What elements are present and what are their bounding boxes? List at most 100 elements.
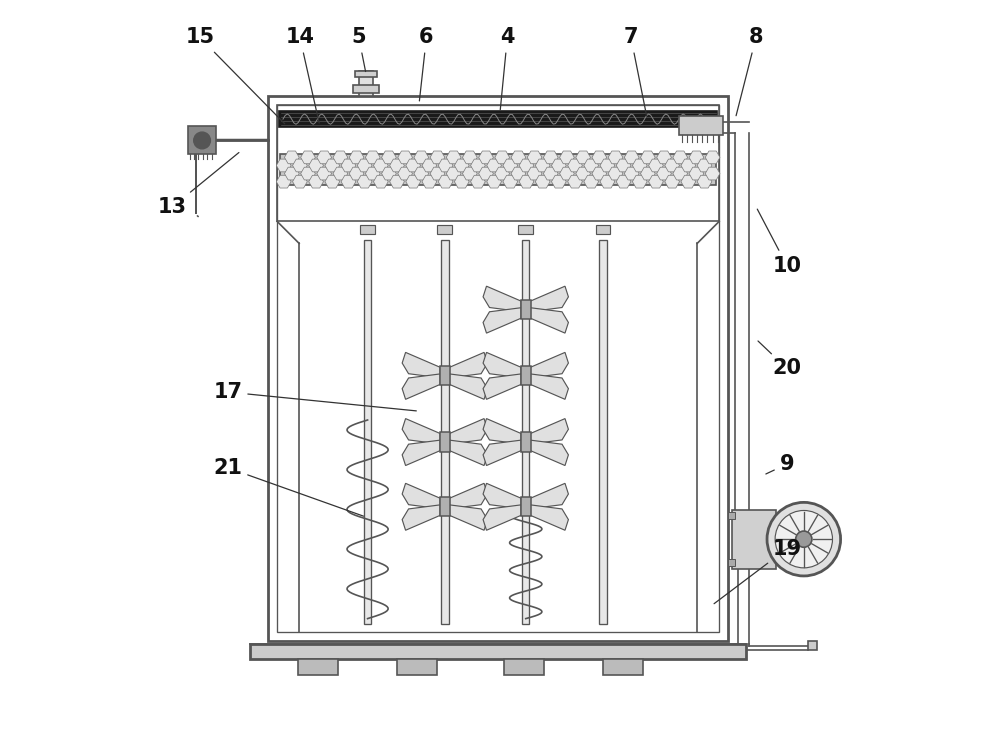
Polygon shape: [665, 175, 679, 188]
Polygon shape: [341, 175, 356, 188]
Polygon shape: [697, 159, 712, 172]
Polygon shape: [402, 374, 440, 399]
Polygon shape: [450, 505, 487, 530]
Polygon shape: [430, 151, 445, 164]
Polygon shape: [349, 151, 364, 164]
Polygon shape: [527, 151, 542, 164]
Polygon shape: [382, 167, 396, 180]
Polygon shape: [511, 151, 526, 164]
Polygon shape: [402, 419, 440, 444]
Polygon shape: [495, 151, 510, 164]
Polygon shape: [673, 151, 688, 164]
Bar: [521, 497, 531, 517]
Polygon shape: [483, 419, 521, 444]
Circle shape: [775, 511, 832, 567]
Bar: [679, 116, 723, 135]
Text: 7: 7: [624, 27, 647, 116]
Polygon shape: [600, 175, 615, 188]
Polygon shape: [309, 159, 323, 172]
Polygon shape: [584, 175, 599, 188]
Text: 4: 4: [500, 27, 515, 110]
Polygon shape: [665, 159, 679, 172]
Polygon shape: [483, 352, 521, 378]
Polygon shape: [487, 159, 501, 172]
Polygon shape: [446, 167, 461, 180]
Bar: [441, 240, 449, 624]
Polygon shape: [382, 151, 396, 164]
Polygon shape: [450, 440, 487, 466]
Bar: [188, 127, 216, 155]
Polygon shape: [568, 159, 582, 172]
Polygon shape: [462, 151, 477, 164]
Polygon shape: [284, 151, 299, 164]
Polygon shape: [454, 159, 469, 172]
Polygon shape: [414, 151, 429, 164]
Circle shape: [194, 132, 210, 149]
Bar: [521, 433, 531, 452]
Polygon shape: [511, 167, 526, 180]
Polygon shape: [446, 151, 461, 164]
Polygon shape: [632, 159, 647, 172]
Polygon shape: [454, 175, 469, 188]
Text: 21: 21: [213, 458, 363, 516]
Polygon shape: [406, 159, 421, 172]
Bar: [440, 497, 450, 517]
Polygon shape: [357, 159, 372, 172]
Polygon shape: [560, 151, 574, 164]
Polygon shape: [608, 167, 623, 180]
Text: 20: 20: [758, 341, 801, 379]
Polygon shape: [471, 159, 485, 172]
Polygon shape: [398, 151, 412, 164]
Polygon shape: [608, 151, 623, 164]
Polygon shape: [450, 374, 487, 399]
Polygon shape: [519, 159, 534, 172]
Polygon shape: [438, 175, 453, 188]
Bar: [440, 366, 450, 385]
Polygon shape: [483, 505, 521, 530]
Polygon shape: [519, 175, 534, 188]
Polygon shape: [503, 159, 518, 172]
Polygon shape: [616, 175, 631, 188]
Text: 17: 17: [213, 382, 416, 411]
Polygon shape: [333, 167, 348, 180]
Polygon shape: [641, 167, 655, 180]
Bar: [360, 225, 375, 234]
Circle shape: [796, 531, 812, 548]
Polygon shape: [503, 175, 518, 188]
Bar: [353, 85, 379, 93]
Polygon shape: [438, 159, 453, 172]
Polygon shape: [689, 151, 704, 164]
Polygon shape: [531, 505, 568, 530]
Polygon shape: [402, 352, 440, 378]
Polygon shape: [284, 167, 299, 180]
Polygon shape: [576, 151, 590, 164]
Polygon shape: [592, 151, 607, 164]
Polygon shape: [624, 151, 639, 164]
Polygon shape: [341, 159, 356, 172]
Polygon shape: [531, 440, 568, 466]
Polygon shape: [471, 175, 485, 188]
Polygon shape: [402, 440, 440, 466]
Polygon shape: [450, 352, 487, 378]
Polygon shape: [535, 175, 550, 188]
Bar: [364, 240, 371, 624]
Bar: [728, 512, 735, 520]
Polygon shape: [422, 175, 437, 188]
Text: 19: 19: [714, 539, 801, 604]
Text: 5: 5: [351, 27, 366, 71]
Bar: [521, 366, 531, 385]
Polygon shape: [398, 167, 412, 180]
Polygon shape: [390, 159, 404, 172]
Polygon shape: [276, 175, 291, 188]
Polygon shape: [301, 167, 315, 180]
Text: 15: 15: [185, 27, 285, 124]
Polygon shape: [365, 151, 380, 164]
Polygon shape: [535, 159, 550, 172]
Bar: [277, 105, 719, 221]
Bar: [599, 240, 607, 624]
Bar: [397, 659, 437, 675]
Polygon shape: [309, 175, 323, 188]
Polygon shape: [487, 175, 501, 188]
Polygon shape: [592, 167, 607, 180]
Polygon shape: [531, 308, 568, 333]
